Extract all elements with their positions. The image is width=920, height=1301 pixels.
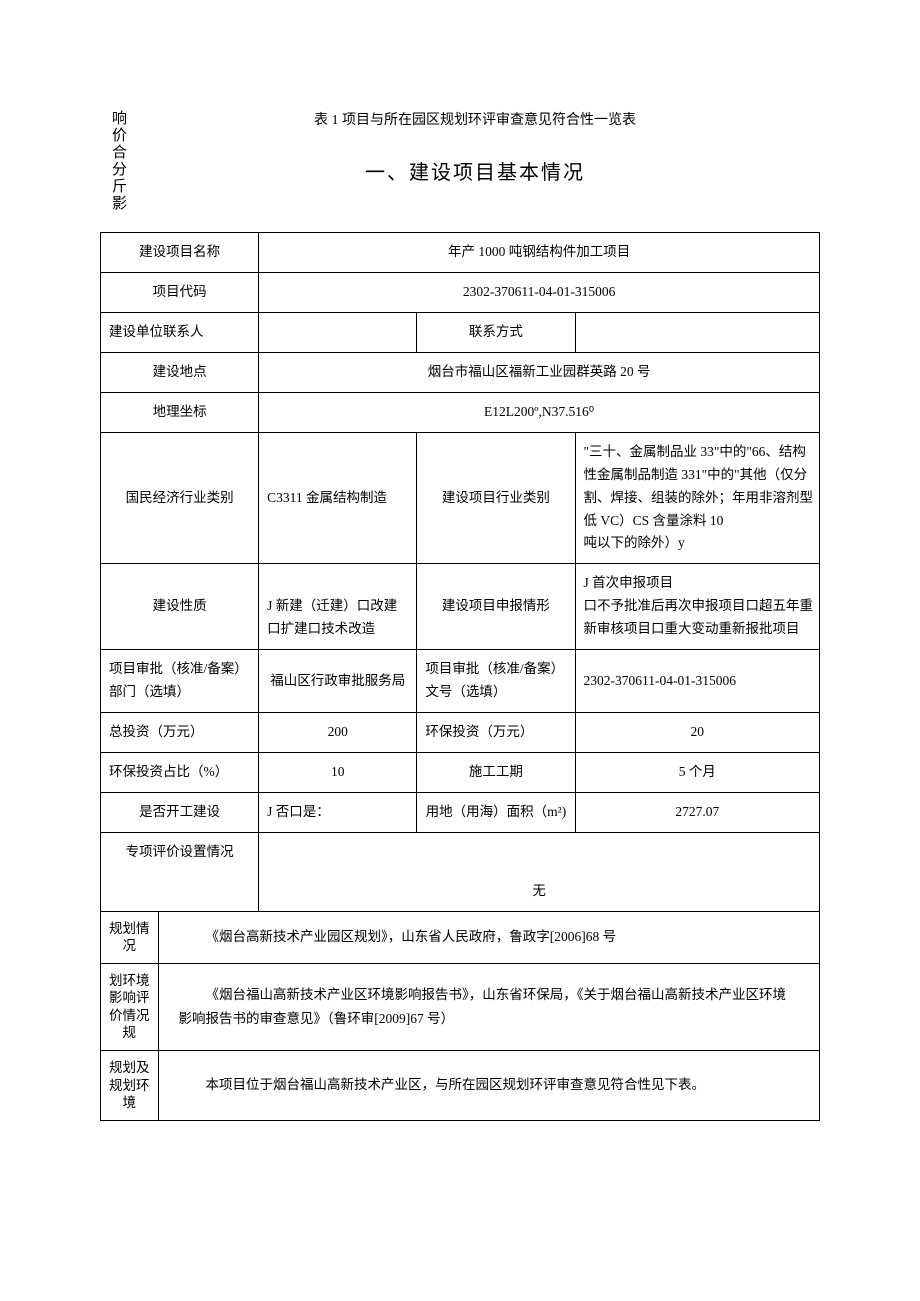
value-declare: J 首次申报项目 口不予批准后再次申报项目口超五年重新审核项目口重大变动重新报批… (575, 564, 819, 650)
value-contact-method (575, 312, 819, 352)
main-table: 建设项目名称 年产 1000 吨钢结构件加工项目 项目代码 2302-37061… (100, 232, 820, 1121)
value-period: 5 个月 (575, 753, 819, 793)
label-approval-no: 项目审批（核准/备案）文号（选填） (417, 650, 575, 713)
label-industry: 国民经济行业类别 (101, 432, 259, 564)
label-special: 专项评价设置情况 (101, 832, 259, 871)
label-location: 建设地点 (101, 352, 259, 392)
value-coords: E12L200º,N37.516⁰ (259, 392, 820, 432)
label-env-ratio: 环保投资占比（%） (101, 753, 259, 793)
label-coords: 地理坐标 (101, 392, 259, 432)
label-period: 施工工期 (417, 753, 575, 793)
value-planning: 《烟台高新技术产业园区规划》，山东省人民政府，鲁政字[2006]68 号 (158, 911, 819, 963)
label-approval-dept: 项目审批（核准/备案）部门（选填） (101, 650, 259, 713)
table-row: 无 (101, 872, 820, 911)
label-area: 用地（用海）面积（m²) (417, 792, 575, 832)
value-total-invest: 200 (259, 713, 417, 753)
label-env-invest: 环保投资（万元） (417, 713, 575, 753)
table-row: 建设性质 J 新建（迁建）口改建口扩建口技术改造 建设项目申报情形 J 首次申报… (101, 564, 820, 650)
table-row: 地理坐标 E12L200º,N37.516⁰ (101, 392, 820, 432)
value-area: 2727.07 (575, 792, 819, 832)
header-content: 表 1 项目与所在园区规划环评审查意见符合性一览表 一、建设项目基本情况 (130, 110, 820, 189)
label-nature: 建设性质 (101, 564, 259, 650)
value-project-name: 年产 1000 吨钢结构件加工项目 (259, 233, 820, 273)
table-caption: 表 1 项目与所在园区规划环评审查意见符合性一览表 (130, 110, 820, 132)
value-approval-dept: 福山区行政审批服务局 (259, 650, 417, 713)
value-env-eval: 《烟台福山高新技术产业区环境影响报告书》，山东省环保局，《关于烟台福山高新技术产… (158, 963, 819, 1050)
label-env-eval: 划环境影响评价情况规 (101, 963, 159, 1050)
value-nature: J 新建（迁建）口改建口扩建口技术改造 (259, 564, 417, 650)
value-started: J 否口是： (259, 792, 417, 832)
label-total-invest: 总投资（万元） (101, 713, 259, 753)
label-plan-env: 规划及规划环境 (101, 1051, 159, 1121)
value-contact-person (259, 312, 417, 352)
section-title: 一、建设项目基本情况 (130, 157, 820, 189)
table-row: 项目审批（核准/备案）部门（选填） 福山区行政审批服务局 项目审批（核准/备案）… (101, 650, 820, 713)
label-started: 是否开工建设 (101, 792, 259, 832)
label-contact-person: 建设单位联系人 (101, 312, 259, 352)
label-planning: 规划情况 (101, 911, 159, 963)
table-row: 建设单位联系人 联系方式 (101, 312, 820, 352)
table-row: 建设项目名称 年产 1000 吨钢结构件加工项目 (101, 233, 820, 273)
value-approval-no: 2302-370611-04-01-315006 (575, 650, 819, 713)
table-row: 规划及规划环境 本项目位于烟台福山高新技术产业区，与所在园区规划环评审查意见符合… (101, 1051, 820, 1121)
value-env-ratio: 10 (259, 753, 417, 793)
value-plan-env: 本项目位于烟台福山高新技术产业区，与所在园区规划环评审查意见符合性见下表。 (158, 1051, 819, 1121)
value-proj-industry: "三十、金属制品业 33"中的"66、结构性金属制品制造 331"中的"其他（仅… (575, 432, 819, 564)
side-vertical-text: 响价合分斤影 (100, 110, 130, 212)
label-project-code: 项目代码 (101, 272, 259, 312)
label-project-name: 建设项目名称 (101, 233, 259, 273)
table-row: 项目代码 2302-370611-04-01-315006 (101, 272, 820, 312)
table-row: 专项评价设置情况 (101, 832, 820, 871)
value-location: 烟台市福山区福新工业园群英路 20 号 (259, 352, 820, 392)
label-declare: 建设项目申报情形 (417, 564, 575, 650)
value-env-invest: 20 (575, 713, 819, 753)
value-special: 无 (259, 872, 820, 911)
table-row: 划环境影响评价情况规 《烟台福山高新技术产业区环境影响报告书》，山东省环保局，《… (101, 963, 820, 1050)
label-proj-industry: 建设项目行业类别 (417, 432, 575, 564)
table-row: 总投资（万元） 200 环保投资（万元） 20 (101, 713, 820, 753)
table-row: 建设地点 烟台市福山区福新工业园群英路 20 号 (101, 352, 820, 392)
value-project-code: 2302-370611-04-01-315006 (259, 272, 820, 312)
table-row: 规划情况 《烟台高新技术产业园区规划》，山东省人民政府，鲁政字[2006]68 … (101, 911, 820, 963)
page-header: 响价合分斤影 表 1 项目与所在园区规划环评审查意见符合性一览表 一、建设项目基… (100, 110, 820, 212)
value-special-empty (259, 832, 820, 871)
value-industry: C3311 金属结构制造 (259, 432, 417, 564)
table-row: 是否开工建设 J 否口是： 用地（用海）面积（m²) 2727.07 (101, 792, 820, 832)
table-row: 国民经济行业类别 C3311 金属结构制造 建设项目行业类别 "三十、金属制品业… (101, 432, 820, 564)
label-special-cont (101, 872, 259, 911)
label-contact-method: 联系方式 (417, 312, 575, 352)
table-row: 环保投资占比（%） 10 施工工期 5 个月 (101, 753, 820, 793)
